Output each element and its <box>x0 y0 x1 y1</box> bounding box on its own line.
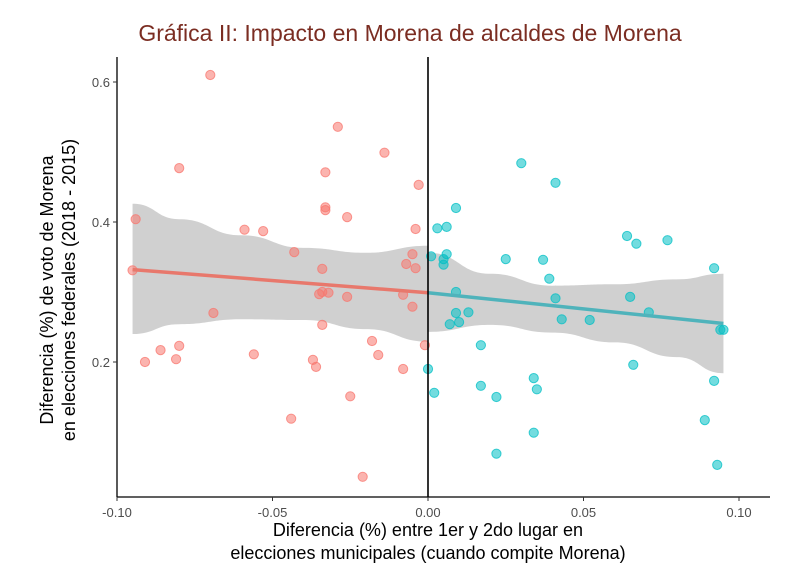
data-point-right <box>631 238 642 249</box>
x-tick-label: 0.10 <box>726 505 751 520</box>
data-point-left <box>258 226 269 237</box>
data-point-right <box>429 387 440 398</box>
data-point-right <box>550 293 561 304</box>
data-point-right <box>528 427 539 438</box>
data-point-right <box>491 391 502 403</box>
data-point-left <box>398 363 409 375</box>
x-axis-title-line1: Diferencia (%) entre 1er y 2do lugar en <box>273 520 583 540</box>
data-point-left <box>205 69 216 81</box>
confidence-bands <box>132 203 724 374</box>
data-point-left <box>239 224 250 235</box>
data-point-right <box>628 359 639 370</box>
x-tick-label: -0.05 <box>258 505 288 520</box>
data-point-left <box>342 212 353 223</box>
y-tick-label: 0.6 <box>92 75 110 90</box>
data-point-left <box>407 249 418 260</box>
data-point-right <box>718 324 729 335</box>
data-point-left <box>248 349 259 360</box>
data-point-left <box>357 471 368 482</box>
regression-lines <box>132 267 724 326</box>
data-point-left <box>130 214 141 225</box>
data-point-left <box>332 121 343 132</box>
data-point-left <box>345 391 356 402</box>
y-axis-ticks: 0.2 0.4 0.6 <box>92 75 117 370</box>
data-point-right <box>450 202 462 214</box>
y-axis-title-line1: Diferencia (%) de voto de Morena <box>37 154 57 424</box>
data-point-right <box>438 259 449 270</box>
data-point-right <box>454 317 465 328</box>
data-point-left <box>289 247 300 258</box>
data-point-left <box>317 319 328 330</box>
data-point-left <box>170 354 182 365</box>
y-axis-title-line2: en elecciones federales (2018 - 2015) <box>59 139 79 441</box>
data-points <box>127 69 729 482</box>
data-point-left <box>373 349 384 361</box>
data-point-right <box>550 177 561 188</box>
data-point-right <box>432 223 443 234</box>
confidence-band-left <box>132 203 429 342</box>
data-point-left <box>419 340 430 351</box>
data-point-left <box>401 258 412 270</box>
data-point-left <box>174 340 185 351</box>
data-point-left <box>410 223 421 235</box>
data-point-right <box>444 319 455 330</box>
data-point-left <box>413 179 424 190</box>
data-point-right <box>500 254 511 265</box>
data-point-left <box>410 263 421 274</box>
data-point-right <box>544 273 555 284</box>
x-axis-ticks: -0.10 -0.05 0.00 0.05 0.10 <box>102 497 752 520</box>
data-point-left <box>323 287 334 298</box>
data-point-right <box>531 384 542 395</box>
data-point-right <box>426 251 437 262</box>
y-tick-label: 0.4 <box>92 215 110 230</box>
data-point-right <box>584 314 595 326</box>
data-point-right <box>621 230 633 242</box>
x-tick-label: 0.05 <box>571 505 596 520</box>
x-tick-label: 0.00 <box>415 505 440 520</box>
data-point-right <box>537 254 549 265</box>
confidence-band-right <box>428 252 724 374</box>
data-point-left <box>320 167 331 178</box>
data-point-right <box>709 263 720 274</box>
data-point-right <box>450 307 462 319</box>
data-point-left <box>286 413 297 424</box>
data-point-right <box>516 158 527 169</box>
data-point-right <box>712 459 723 470</box>
data-point-right <box>556 314 567 325</box>
x-axis-title-line2: elecciones municipales (cuando compite M… <box>230 543 625 563</box>
data-point-right <box>709 375 720 386</box>
data-point-left <box>366 335 378 347</box>
y-tick-label: 0.2 <box>92 355 110 370</box>
data-point-right <box>491 448 502 459</box>
data-point-left <box>208 307 219 319</box>
data-point-left <box>407 301 418 312</box>
data-point-left <box>379 147 390 158</box>
chart-title: Gráfica II: Impacto en Morena de alcalde… <box>138 20 682 46</box>
data-point-left <box>342 291 353 302</box>
data-point-right <box>662 235 673 246</box>
data-point-right <box>475 380 486 391</box>
fit-line-left <box>132 267 429 295</box>
data-point-left <box>155 345 166 356</box>
data-point-right <box>463 307 474 318</box>
data-point-left <box>320 205 331 216</box>
x-tick-label: -0.10 <box>102 505 132 520</box>
data-point-right <box>441 221 452 232</box>
data-point-right <box>625 291 636 302</box>
data-point-left <box>310 361 322 372</box>
data-point-left <box>139 356 151 368</box>
data-point-left <box>174 163 185 174</box>
data-point-left <box>317 263 328 274</box>
data-point-right <box>475 340 486 351</box>
fit-line-right <box>427 290 724 326</box>
data-point-right <box>699 415 710 426</box>
data-point-right <box>528 373 539 384</box>
